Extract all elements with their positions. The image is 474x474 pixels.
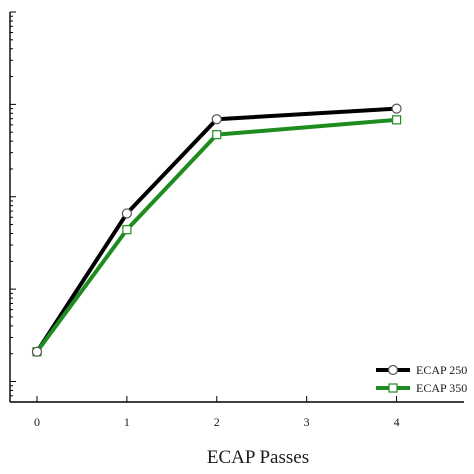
data-point-series-1: [31, 346, 43, 357]
x-tick-label: 0: [34, 415, 40, 429]
x-tick-label: 3: [304, 415, 310, 429]
series-line-1: [35, 106, 397, 353]
data-point-series-2: [391, 115, 402, 125]
legend-marker-2: [388, 383, 398, 393]
x-tick-label: 1: [124, 415, 130, 429]
tick-labels: 0 1 2 3 4: [34, 415, 400, 429]
legend-label-2: ECAP 350: [416, 381, 467, 395]
x-axis-title: ECAP Passes: [207, 447, 309, 468]
data-point-series-2: [212, 130, 222, 140]
data-point-series-1: [211, 114, 222, 125]
legend: ECAP 250 ECAP 350: [376, 363, 467, 395]
legend-label-1: ECAP 250: [416, 363, 467, 377]
series-layer: [31, 103, 402, 357]
data-point-series-2: [122, 225, 132, 235]
x-tick-label: 4: [394, 415, 400, 429]
data-point-series-1: [391, 103, 402, 114]
series-line-2: [35, 117, 397, 353]
data-point-series-1: [121, 208, 132, 219]
legend-marker-1: [387, 364, 399, 376]
x-tick-label: 2: [214, 415, 220, 429]
plot-axes: [9, 11, 464, 403]
